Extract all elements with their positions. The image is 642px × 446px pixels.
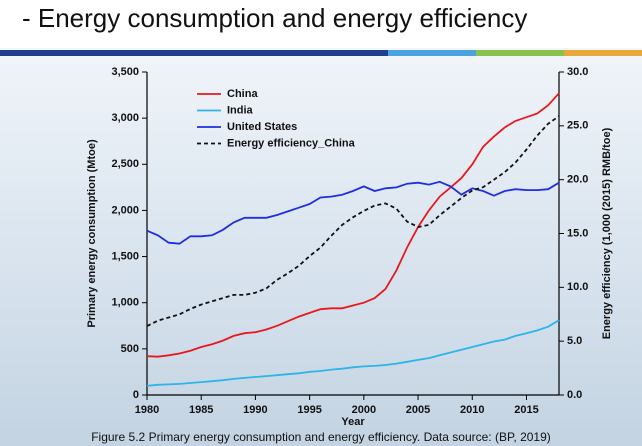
legend-label: India [227,104,254,116]
color-bar [476,50,564,56]
legend-label: United States [227,121,297,133]
page-title: - Energy consumption and energy efficien… [22,3,527,33]
color-bar [0,50,388,56]
caption: Figure 5.2 Primary energy consumption an… [91,430,551,444]
color-bar [388,50,476,56]
y2-tick-label: 25.0 [567,120,588,132]
x-tick-label: 2005 [406,404,430,416]
y2-axis-label: Energy efficiency (1,000 (2015) RMB/toe) [601,127,613,339]
y2-tick-label: 0.0 [567,389,582,401]
x-tick-label: 2000 [352,404,376,416]
x-tick-label: 1985 [189,404,213,416]
y-tick-label: 3,500 [111,66,139,78]
legend-label: China [227,88,258,100]
color-bar [564,50,642,56]
x-axis-label: Year [341,416,365,428]
series-line [146,180,560,245]
x-tick-label: 1990 [243,404,267,416]
y2-tick-label: 15.0 [567,227,588,239]
header-band [0,0,642,48]
y-axis-label: Primary energy consumption (Mtoe) [86,139,98,328]
x-tick-label: 2015 [514,404,538,416]
y2-tick-label: 5.0 [567,335,582,347]
series-line [146,319,560,387]
x-tick-label: 1980 [135,404,159,416]
series-line [146,115,560,327]
legend-label: Energy efficiency_China [227,137,356,149]
y-tick-label: 2,500 [111,158,139,170]
series-line [146,92,560,358]
y-tick-label: 500 [121,343,139,355]
y2-tick-label: 30.0 [567,66,588,78]
y-tick-label: 3,000 [111,112,139,124]
x-tick-label: 1995 [297,404,321,416]
y-tick-label: 2,000 [111,204,139,216]
y-tick-label: 1,000 [111,297,139,309]
y2-tick-label: 10.0 [567,281,588,293]
y-tick-label: 1,500 [111,250,139,262]
x-tick-label: 2010 [460,404,484,416]
y2-tick-label: 20.0 [567,174,588,186]
y-tick-label: 0 [133,389,139,401]
